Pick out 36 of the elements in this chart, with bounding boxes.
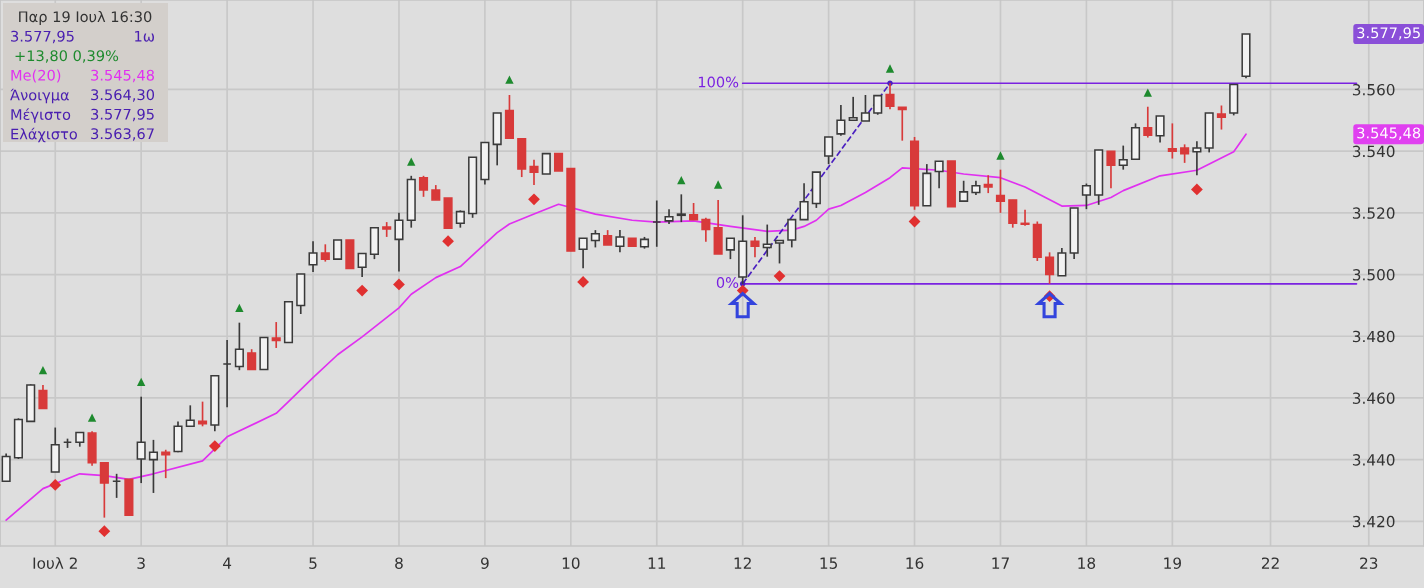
x-tick-label: 11 — [648, 557, 666, 569]
annotation: +13,80 0,39% — [15, 50, 119, 63]
annotation: 3.545,48 — [1357, 127, 1421, 140]
y-tick-label: 3.500 — [1352, 269, 1395, 281]
x-tick-label: 3 — [137, 557, 145, 569]
x-tick-label: 19 — [1164, 557, 1181, 569]
x-tick-label: 15 — [820, 557, 838, 569]
series-label: 0% — [716, 277, 739, 289]
x-tick-label: 12 — [734, 557, 751, 569]
text: Μέγιστο 3.577,95 — [11, 108, 154, 123]
x-tick-label: 8 — [395, 557, 403, 569]
annotation: 3.577,95 — [1357, 27, 1420, 40]
annotation: 3.545,48 — [91, 69, 154, 83]
y-tick-label: 3.480 — [1352, 330, 1395, 343]
y-tick-label: 3.520 — [1352, 207, 1395, 219]
text: Άνοιγμα 3.564,30 — [10, 88, 155, 104]
y-tick-label: 3.420 — [1352, 515, 1395, 528]
x-tick-label: 16 — [906, 557, 924, 569]
x-tick-label: 18 — [1078, 557, 1096, 569]
x-tick-label: Ιουλ 2 — [33, 557, 77, 569]
y-tick-label: 3.560 — [1352, 83, 1395, 96]
x-tick-label: 17 — [992, 557, 1009, 569]
annotation: Παρ 19 Ιουλ 16:30 — [19, 10, 152, 26]
text: Me(20) — [11, 69, 61, 83]
y-tick-label: 3.440 — [1352, 454, 1395, 466]
x-tick-label: 9 — [481, 557, 489, 569]
x-tick-label: 22 — [1261, 557, 1279, 569]
x-tick-label: 23 — [1360, 557, 1378, 569]
x-tick-label: 5 — [309, 557, 317, 569]
text: 3.577,95 1ω — [11, 30, 154, 44]
annotation: Ελάχιστο 3.563,67 — [11, 127, 154, 143]
x-tick-label: 4 — [222, 557, 232, 569]
series-label: 100% — [698, 76, 739, 88]
y-tick-label: 3.460 — [1352, 392, 1395, 404]
y-tick-label: 3.540 — [1352, 145, 1395, 158]
x-tick-label: 10 — [562, 557, 580, 569]
